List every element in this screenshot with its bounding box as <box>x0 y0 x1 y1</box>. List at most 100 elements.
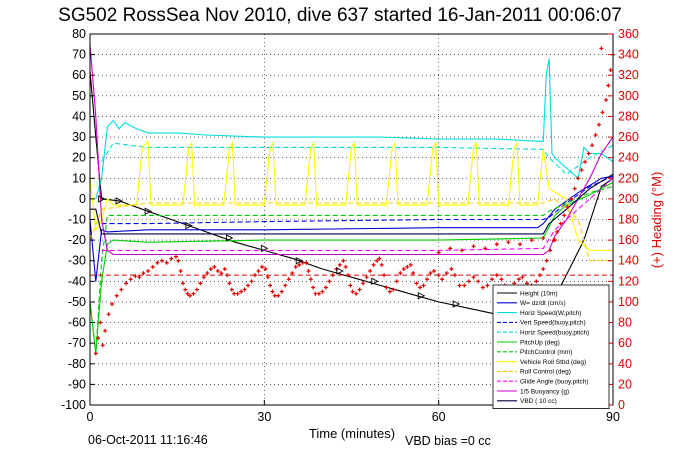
heading-point <box>583 159 588 164</box>
legend-entry: Roll Control (deg) <box>520 369 571 376</box>
heading-point <box>103 328 108 333</box>
heading-point <box>191 291 196 296</box>
heading-point <box>268 283 273 288</box>
y-right-tick-label: 300 <box>618 89 639 103</box>
heading-point <box>586 151 591 156</box>
heading-point <box>494 242 499 247</box>
triangle-marker <box>417 292 426 300</box>
heading-point <box>444 271 449 276</box>
heading-point <box>569 196 574 201</box>
heading-point <box>263 266 268 271</box>
triangle-marker <box>452 300 461 308</box>
heading-point <box>494 273 499 278</box>
heading-point <box>348 283 353 288</box>
heading-point <box>341 258 346 263</box>
heading-point <box>300 260 305 265</box>
heading-point <box>323 285 328 290</box>
heading-point <box>428 271 433 276</box>
y-right-tick-label: 240 <box>618 151 639 165</box>
heading-point <box>405 264 410 269</box>
heading-point <box>398 271 403 276</box>
triangle-marker <box>98 195 106 203</box>
heading-point <box>408 262 413 267</box>
heading-point <box>379 262 384 267</box>
y-right-tick-label: 340 <box>618 48 639 62</box>
heading-point <box>249 279 254 284</box>
heading-point <box>459 248 464 253</box>
heading-point <box>100 343 105 348</box>
heading-point <box>436 250 441 255</box>
triangle-marker <box>115 197 124 205</box>
heading-point <box>187 293 192 298</box>
footer-vbd-bias: VBD bias =0 cc <box>405 434 491 448</box>
heading-point <box>160 258 165 263</box>
legend-entry: W= dz/dt (cm/s) <box>520 300 566 307</box>
y-tick-label: 70 <box>72 48 86 62</box>
heading-point <box>401 266 406 271</box>
y-right-tick-label: 120 <box>618 274 639 288</box>
y-tick-label: -70 <box>68 336 86 350</box>
y-right-tick-label: 100 <box>618 295 639 309</box>
y-right-tick-label: 0 <box>618 398 625 412</box>
y-right-tick-label: 200 <box>618 192 639 206</box>
heading-point <box>518 242 523 247</box>
heading-point <box>227 281 232 286</box>
heading-point <box>490 277 495 282</box>
y-tick-label: -50 <box>68 295 86 309</box>
heading-point <box>361 281 366 286</box>
series-pitchcontrol-mm <box>89 185 614 354</box>
heading-point <box>425 277 430 282</box>
y-tick-label: 30 <box>72 130 86 144</box>
heading-point <box>225 273 230 278</box>
heading-point <box>110 302 115 307</box>
y-right-tick-label: 40 <box>618 357 632 371</box>
heading-point <box>354 291 359 296</box>
legend-entry: Horiz Speed(buoy,pitch) <box>520 330 589 337</box>
y-tick-label: -90 <box>68 377 86 391</box>
heading-point <box>346 273 351 278</box>
y-tick-label: 0 <box>79 192 86 206</box>
series-horiz-speed-w-pitch <box>95 58 614 200</box>
y-tick-label: -30 <box>68 254 86 268</box>
y-tick-label: -40 <box>68 274 86 288</box>
legend-entry: Vert Speed(buoy,pitch) <box>520 320 586 327</box>
heading-point <box>364 275 369 280</box>
triangle-marker <box>144 207 153 215</box>
heading-point <box>471 275 476 280</box>
legend-entry: PitchControl (mm) <box>520 349 572 356</box>
left-y-axis: 80 70 60 50 40 30 20 10 0 -10 -20 -30 -40 -50 -60 -70 -8… <box>61 27 95 412</box>
heading-point <box>235 291 240 296</box>
heading-point <box>384 285 389 290</box>
heading-point <box>185 291 190 296</box>
heading-point <box>137 275 142 280</box>
heading-point <box>176 258 181 263</box>
heading-point <box>133 274 138 279</box>
heading-point <box>394 279 399 284</box>
heading-point <box>308 277 313 282</box>
heading-point <box>387 289 392 294</box>
heading-point <box>290 271 295 276</box>
heading-point <box>293 264 298 269</box>
y-tick-label: 20 <box>72 151 86 165</box>
series-vbd-10-cc <box>90 173 614 235</box>
heading-point <box>597 122 602 127</box>
heading-point <box>205 271 210 276</box>
heading-point <box>313 291 318 296</box>
heading-point <box>114 293 119 298</box>
heading-point <box>106 312 111 317</box>
heading-point <box>506 240 511 245</box>
y-right-tick-label: 360 <box>618 27 639 41</box>
heading-point <box>606 83 611 88</box>
y-tick-label: -20 <box>68 233 86 247</box>
heading-point <box>529 238 534 243</box>
y-right-tick-label: 280 <box>618 109 639 123</box>
heading-point <box>516 277 521 282</box>
heading-point <box>483 246 488 251</box>
heading-point <box>452 273 457 278</box>
heading-point <box>457 283 462 288</box>
heading-points <box>93 46 615 356</box>
heading-point <box>304 260 309 265</box>
x-tick-label: 30 <box>257 410 271 424</box>
heading-point <box>604 97 609 102</box>
heading-point <box>279 289 284 294</box>
